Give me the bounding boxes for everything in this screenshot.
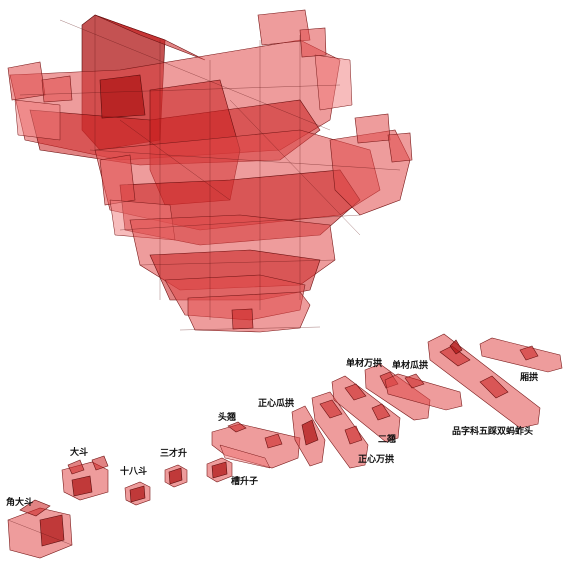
- label-jiao-da-dou: 角大斗: [6, 496, 33, 508]
- assembled-bracket-set: [8, 10, 412, 332]
- label-da-dou: 大斗: [70, 446, 88, 458]
- label-sancai-sheng: 三才升: [160, 447, 187, 459]
- label-pinzike: 品字科五踩双蚂蚱头: [452, 425, 533, 437]
- label-zhengxin-guagong: 正心瓜拱: [258, 397, 294, 409]
- label-dancai-guagong: 单材瓜拱: [392, 359, 428, 371]
- part-da-dou: [62, 456, 108, 500]
- part-sancai-sheng: [165, 465, 187, 487]
- label-cao-sheng-zi: 槽升子: [231, 475, 258, 487]
- label-shiba-dou: 十八斗: [120, 465, 147, 477]
- part-jiao-da-dou: [8, 500, 72, 558]
- part-xiang-gong: [480, 338, 562, 372]
- part-cao-sheng-zi: [207, 458, 232, 482]
- label-zhengxin-wangong: 正心万拱: [358, 453, 394, 465]
- label-xiang-gong: 厢拱: [520, 371, 538, 383]
- label-dancai-wangong: 单材万拱: [346, 357, 382, 369]
- part-shiba-dou: [125, 482, 150, 505]
- label-er-qiao: 二翘: [378, 433, 396, 445]
- label-tou-qiao: 头翘: [218, 411, 236, 423]
